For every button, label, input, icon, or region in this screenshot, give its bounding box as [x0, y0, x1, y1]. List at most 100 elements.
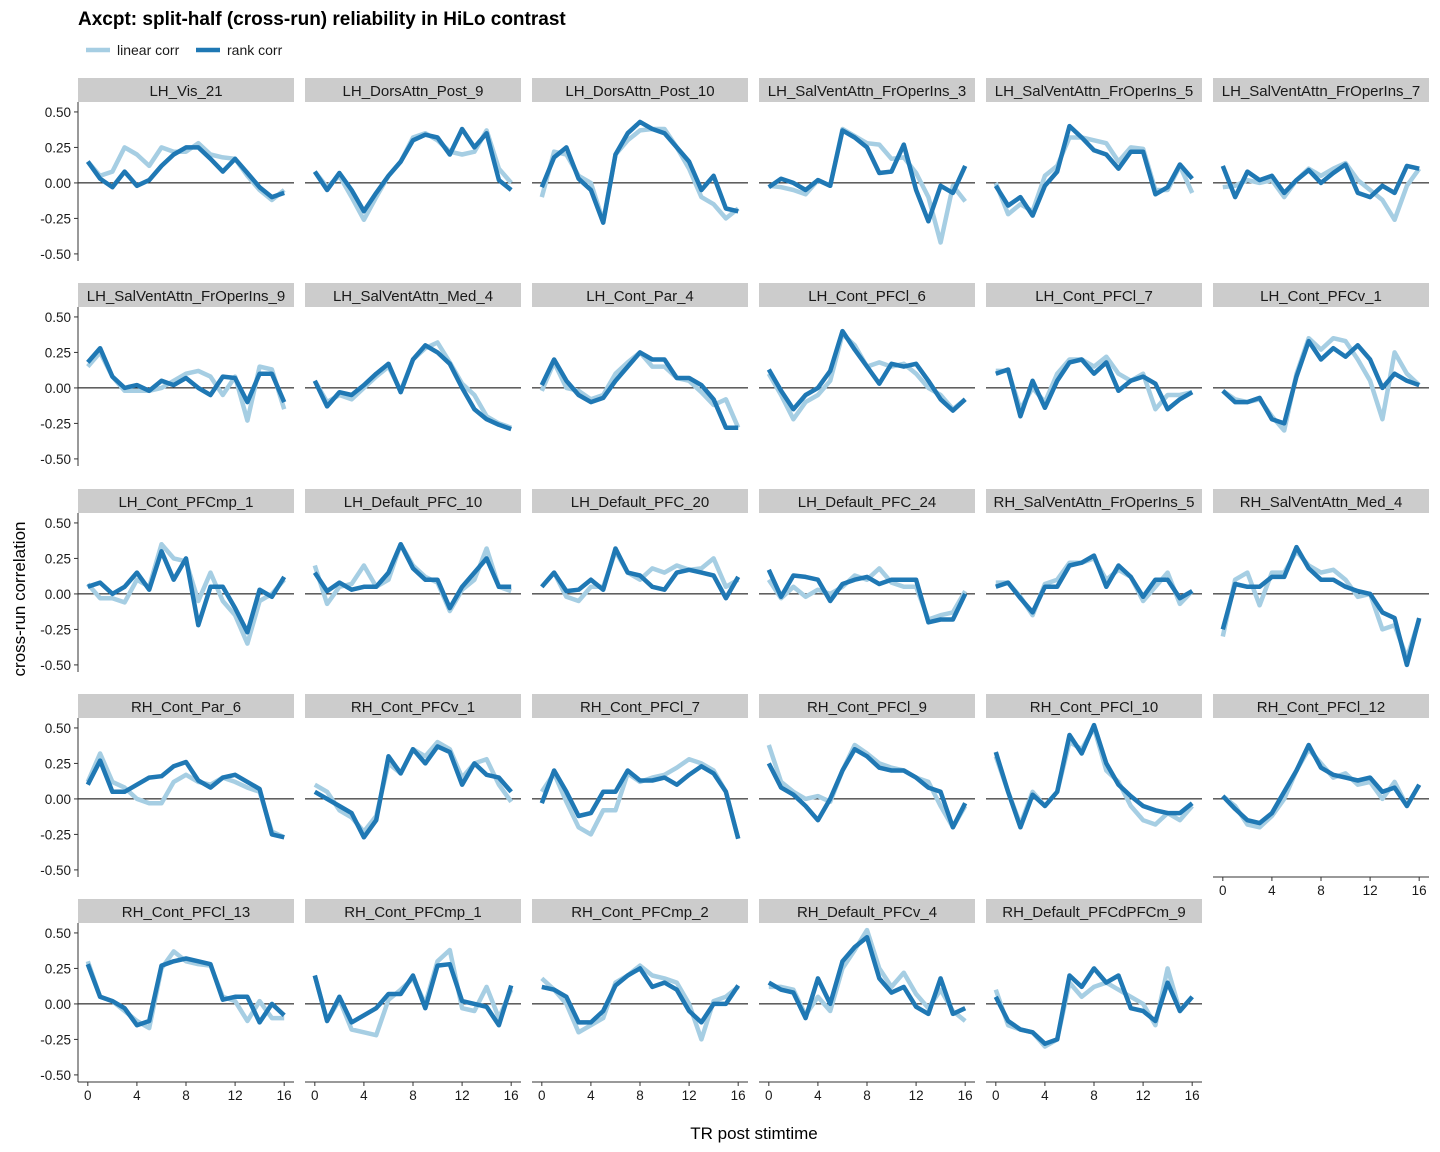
facet-panel: RH_Cont_PFCl_7 [532, 694, 748, 840]
y-tick-label: -0.50 [40, 247, 71, 262]
facet-strip [986, 694, 1202, 718]
y-tick-label: -0.50 [40, 863, 71, 878]
series-line-linear [539, 350, 741, 429]
series-line-rank [312, 126, 513, 214]
facet-strip [1213, 489, 1429, 513]
y-tick-label: -0.50 [40, 658, 71, 673]
facet-panel: LH_Cont_PFCmp_1 0.50 0.25 0.00 -0.25 -0.50 [40, 489, 294, 673]
chart-title: Axcpt: split-half (cross-run) reliabilit… [78, 9, 566, 30]
x-tick-label: 4 [1041, 1088, 1049, 1103]
series-line-linear [1222, 160, 1422, 223]
y-tick-label: 0.25 [45, 345, 71, 360]
series-line-rank [85, 145, 285, 200]
facet-strip [986, 899, 1202, 923]
series-line-rank [993, 722, 1194, 830]
facet-strip [1213, 694, 1429, 718]
series-line-linear [993, 966, 1194, 1049]
x-tick-label: 8 [182, 1088, 190, 1103]
facet-strip-label: LH_Default_PFC_24 [798, 494, 936, 511]
facet-panel: LH_Cont_PFCv_1 [1213, 283, 1429, 433]
facet-panel: LH_Default_PFC_10 [305, 489, 521, 614]
facet-strip [78, 283, 294, 307]
series-line-rank [1221, 338, 1420, 426]
facet-strip-label: RH_Cont_PFCmp_2 [571, 904, 709, 921]
facet-panel: LH_SalVentAttn_FrOperIns_7 [1213, 78, 1429, 223]
facet-panel: RH_SalVentAttn_FrOperIns_5 [986, 489, 1202, 618]
facet-strip [532, 78, 748, 102]
facet-panel: RH_Default_PFCdPFCm_9 0 4 8 12 16 [986, 899, 1202, 1103]
x-tick-label: 12 [682, 1088, 697, 1103]
facet-strip [759, 694, 975, 718]
series-line-rank [539, 119, 739, 225]
facet-strip-label: LH_SalVentAttn_FrOperIns_3 [768, 83, 966, 100]
facet-strip-label: LH_SalVentAttn_FrOperIns_9 [87, 288, 285, 305]
series-line-rank [86, 345, 287, 405]
facet-strip-label: RH_Cont_Par_6 [131, 699, 241, 716]
y-tick-label: 0.00 [45, 587, 71, 602]
x-tick-label: 8 [409, 1088, 417, 1103]
facet-panel: RH_Cont_PFCl_9 [759, 694, 975, 830]
y-tick-label: 0.00 [45, 381, 71, 396]
facet-strip-label: LH_Cont_PFCmp_1 [118, 494, 253, 511]
facet-strip-label: LH_SalVentAttn_FrOperIns_5 [995, 83, 1193, 100]
series-line-rank [766, 328, 967, 413]
x-tick-label: 16 [277, 1088, 292, 1103]
y-tick-label: 0.25 [45, 140, 71, 155]
series-line-rank [993, 123, 1194, 218]
y-tick-label: -0.25 [40, 211, 71, 226]
facet-strip-label: RH_Cont_PFCmp_1 [344, 904, 482, 921]
x-tick-label: 0 [538, 1088, 546, 1103]
x-tick-label: 0 [992, 1088, 1000, 1103]
facet-strip-label: LH_Cont_PFCl_7 [1035, 288, 1153, 305]
series-line-linear [86, 140, 286, 203]
facet-strip [759, 899, 975, 923]
facet-panel: LH_Default_PFC_20 [532, 489, 748, 604]
facet-panel: RH_Cont_PFCl_10 [986, 694, 1202, 830]
series-line-rank [766, 746, 968, 830]
x-axis-title: TR post stimtime [690, 1124, 818, 1143]
series-line-linear [540, 549, 740, 604]
y-tick-label: 0.25 [45, 551, 71, 566]
facet-panel: RH_Cont_Par_6 0.50 0.25 0.00 -0.25 -0.50 [40, 694, 294, 878]
x-tick-label: 0 [311, 1088, 319, 1103]
facet-strip-label: LH_Cont_PFCv_1 [1260, 288, 1382, 305]
series-line-linear [312, 947, 514, 1038]
facet-strip-label: RH_Cont_PFCl_10 [1030, 699, 1158, 716]
series-line-rank [87, 549, 287, 635]
facet-strip [305, 78, 521, 102]
facet-panel: RH_Cont_PFCmp_2 0 4 8 12 16 [532, 899, 748, 1103]
facet-strip [78, 489, 294, 513]
facet-panel: LH_Vis_21 0.50 0.25 0.00 -0.25 -0.50 [40, 78, 294, 262]
x-tick-label: 16 [1185, 1088, 1200, 1103]
y-axis-title: cross-run correlation [10, 522, 29, 677]
series-line-rank [995, 553, 1194, 615]
facet-strip-label: LH_Cont_PFCl_6 [808, 288, 926, 305]
x-tick-label: 4 [814, 1088, 822, 1103]
facet-strip-label: LH_SalVentAttn_FrOperIns_7 [1222, 83, 1420, 100]
facet-strip [532, 489, 748, 513]
x-tick-label: 16 [958, 1088, 973, 1103]
y-tick-label: -0.25 [40, 827, 71, 842]
facet-panel: RH_Cont_PFCv_1 [305, 694, 521, 840]
facet-strip-label: RH_Cont_PFCl_13 [122, 904, 250, 921]
x-tick-label: 12 [1363, 883, 1378, 898]
facet-strip-label: LH_Default_PFC_10 [344, 494, 482, 511]
series-line-rank [312, 541, 512, 611]
x-tick-label: 8 [636, 1088, 644, 1103]
facet-strip-label: RH_SalVentAttn_Med_4 [1240, 494, 1403, 511]
facet-strip-label: LH_Cont_Par_4 [586, 288, 694, 305]
y-tick-label: -0.25 [40, 1032, 71, 1047]
y-tick-label: 0.25 [45, 756, 71, 771]
facet-strip [532, 694, 748, 718]
facet-panel: LH_SalVentAttn_FrOperIns_9 0.50 0.25 0.00 -0… [40, 283, 294, 467]
facet-panel: LH_Cont_PFCl_6 [759, 283, 975, 422]
series-line-linear [313, 739, 514, 834]
y-tick-label: 0.50 [45, 105, 71, 120]
facet-strip [305, 283, 521, 307]
facet-panel: LH_Cont_PFCl_7 [986, 283, 1202, 419]
series-line-rank [767, 934, 967, 1021]
facet-strip-label: RH_SalVentAttn_FrOperIns_5 [994, 494, 1195, 511]
x-tick-label: 12 [455, 1088, 470, 1103]
series-line-rank [993, 966, 1194, 1046]
facet-strip-label: LH_Default_PFC_20 [571, 494, 709, 511]
